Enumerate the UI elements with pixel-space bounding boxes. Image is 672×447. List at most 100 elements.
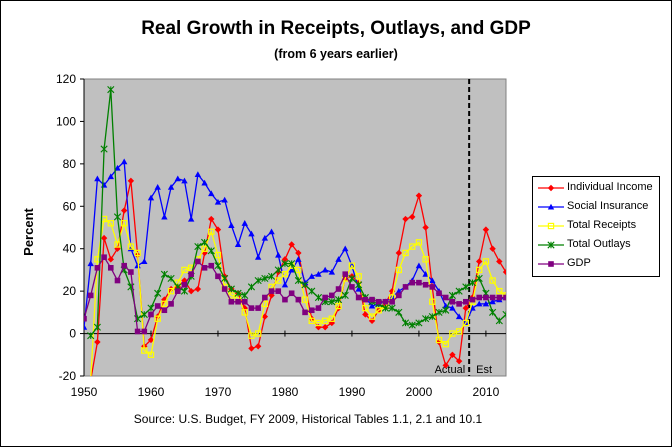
data-point xyxy=(275,288,282,294)
data-point xyxy=(282,296,288,303)
legend-item-individual-income: Individual Income xyxy=(537,180,659,196)
data-point xyxy=(321,324,329,331)
data-point xyxy=(375,298,382,305)
data-point xyxy=(428,313,436,321)
data-point xyxy=(188,271,194,277)
data-point xyxy=(362,296,369,303)
data-point xyxy=(468,279,477,287)
actual-estimate-divider: Actual Est xyxy=(435,79,492,376)
data-point xyxy=(455,328,463,335)
data-point xyxy=(254,343,262,350)
data-point xyxy=(429,298,436,305)
data-point xyxy=(160,270,168,278)
data-point xyxy=(221,196,228,203)
data-point xyxy=(127,245,135,252)
y-tick-label: -20 xyxy=(59,369,77,383)
data-point xyxy=(120,220,128,227)
data-point xyxy=(442,340,449,348)
data-point xyxy=(368,313,376,320)
legend-label: Total Outlays xyxy=(567,238,631,250)
data-point xyxy=(302,309,308,316)
series-layer xyxy=(84,86,506,383)
data-point xyxy=(148,311,154,318)
data-point xyxy=(348,274,356,283)
data-point xyxy=(87,377,93,383)
data-point xyxy=(456,301,462,307)
data-point xyxy=(448,291,457,299)
data-point xyxy=(315,305,322,311)
series-line xyxy=(90,217,506,376)
source-note: Source: U.S. Budget, FY 2009, Historical… xyxy=(133,412,483,426)
legend-label: Total Receipts xyxy=(567,219,637,231)
data-point xyxy=(201,265,208,271)
data-point xyxy=(395,308,403,316)
y-tick-label: 100 xyxy=(56,114,76,128)
data-point xyxy=(408,321,416,329)
data-point xyxy=(288,290,295,297)
legend-swatch-marker xyxy=(548,261,554,267)
data-point xyxy=(147,304,155,312)
data-point xyxy=(114,241,121,248)
data-point xyxy=(261,313,269,320)
data-point xyxy=(214,251,222,259)
data-point xyxy=(241,304,248,312)
data-point xyxy=(429,277,436,284)
series-gdp xyxy=(84,254,506,335)
data-point xyxy=(422,256,429,263)
data-point xyxy=(248,230,255,237)
data-point xyxy=(449,304,456,311)
data-point xyxy=(214,226,222,233)
data-point xyxy=(335,286,342,292)
data-point xyxy=(342,245,349,252)
data-point xyxy=(321,317,329,325)
data-point xyxy=(381,304,390,312)
data-point xyxy=(248,305,255,311)
data-point xyxy=(241,298,248,305)
data-point xyxy=(315,270,322,277)
data-point xyxy=(349,284,355,290)
data-point xyxy=(267,272,276,280)
series-total-outlays xyxy=(87,86,506,340)
data-point xyxy=(208,228,215,235)
data-point xyxy=(262,294,268,301)
data-point xyxy=(248,345,255,352)
data-point xyxy=(409,279,416,286)
data-point xyxy=(94,338,101,346)
data-point xyxy=(469,304,476,311)
data-point xyxy=(215,273,221,280)
data-point xyxy=(107,220,114,227)
data-point xyxy=(254,254,262,260)
data-point xyxy=(261,300,269,308)
data-point xyxy=(248,332,255,339)
data-point xyxy=(288,241,295,248)
data-point xyxy=(154,289,162,297)
data-point xyxy=(455,313,463,320)
data-point xyxy=(254,276,262,285)
data-point xyxy=(355,285,362,292)
data-point xyxy=(180,287,189,295)
data-point xyxy=(409,213,416,221)
data-point xyxy=(208,190,215,197)
x-tick-label: 1980 xyxy=(272,385,299,399)
data-point xyxy=(94,175,101,182)
legend-item-total-outlays: Total Outlays xyxy=(537,237,659,253)
data-point xyxy=(308,317,315,325)
data-point xyxy=(187,287,195,295)
data-point xyxy=(208,262,215,269)
data-point xyxy=(328,268,336,275)
data-point xyxy=(409,243,416,250)
data-point xyxy=(389,298,395,305)
data-point xyxy=(442,306,450,314)
data-point xyxy=(113,213,122,221)
data-point xyxy=(483,294,489,301)
data-point xyxy=(107,86,115,94)
data-point xyxy=(227,285,235,293)
data-point xyxy=(141,347,148,354)
data-point xyxy=(315,319,322,327)
data-point xyxy=(261,274,269,283)
data-point xyxy=(455,357,463,365)
data-point xyxy=(241,291,249,299)
data-point xyxy=(489,298,496,305)
data-point xyxy=(268,228,275,235)
